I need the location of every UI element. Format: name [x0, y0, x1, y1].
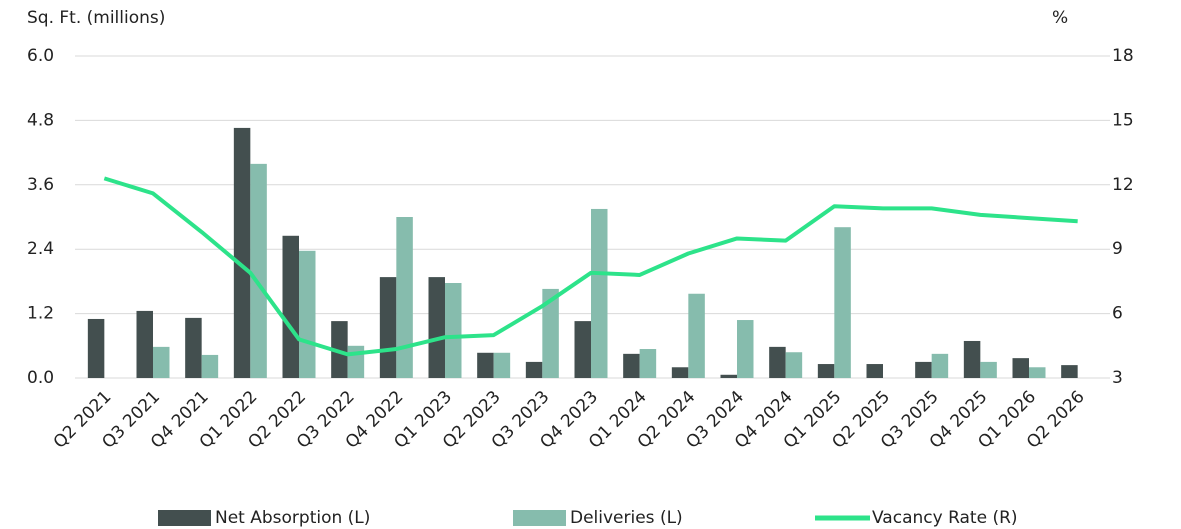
bar — [542, 288, 559, 378]
bar — [493, 352, 511, 378]
bar — [574, 321, 591, 378]
bar — [834, 227, 851, 378]
bar — [233, 127, 251, 378]
bar — [347, 345, 365, 378]
y-tick-label: 6.0 — [27, 46, 54, 66]
bar — [1029, 367, 1046, 378]
legend-label: Deliveries (L) — [570, 508, 683, 528]
bar — [671, 367, 689, 378]
bar — [136, 310, 153, 378]
bar — [720, 374, 737, 378]
legend-swatch — [158, 510, 211, 526]
y-tick-label: 0.0 — [27, 368, 54, 388]
bar — [299, 250, 316, 378]
bar — [1012, 358, 1029, 378]
bar — [817, 364, 835, 378]
bar — [477, 352, 494, 378]
y2-tick-label: 3 — [1112, 368, 1123, 388]
legend-label: Vacancy Rate (R) — [872, 508, 1018, 528]
line — [103, 176, 1078, 357]
y2-tick-label: 12 — [1112, 175, 1134, 195]
bar — [428, 277, 445, 378]
bar — [445, 283, 462, 378]
bar — [250, 163, 267, 378]
bar — [185, 317, 202, 378]
bar — [980, 361, 997, 378]
bar — [396, 217, 413, 378]
bar — [201, 354, 219, 378]
bar — [963, 340, 981, 378]
y2-tick-label: 18 — [1112, 46, 1134, 66]
bar — [379, 277, 397, 378]
bar — [282, 235, 299, 378]
y2-axis-title: % — [1052, 8, 1068, 28]
y2-tick-label: 6 — [1112, 304, 1123, 324]
bar — [153, 346, 170, 378]
y-axis-title: Sq. Ft. (millions) — [27, 8, 165, 28]
bar — [525, 361, 543, 378]
legend-label: Net Absorption (L) — [215, 508, 370, 528]
y2-tick-label: 15 — [1112, 110, 1134, 130]
bar — [931, 353, 949, 378]
y-tick-label: 4.8 — [27, 110, 54, 130]
bar — [331, 321, 348, 378]
bar — [1061, 365, 1078, 378]
y-tick-label: 3.6 — [27, 175, 54, 195]
bar — [623, 353, 640, 378]
bar — [591, 208, 608, 378]
y-tick-label: 1.2 — [27, 304, 54, 324]
y2-tick-label: 9 — [1112, 239, 1123, 259]
bar — [688, 293, 705, 378]
bar — [87, 318, 105, 378]
bar — [737, 320, 754, 378]
bar — [915, 361, 932, 378]
y-tick-label: 2.4 — [27, 239, 54, 259]
bar — [785, 352, 803, 378]
bar — [866, 364, 883, 378]
legend-swatch — [513, 510, 566, 526]
bar — [769, 346, 786, 378]
bar — [639, 349, 657, 378]
